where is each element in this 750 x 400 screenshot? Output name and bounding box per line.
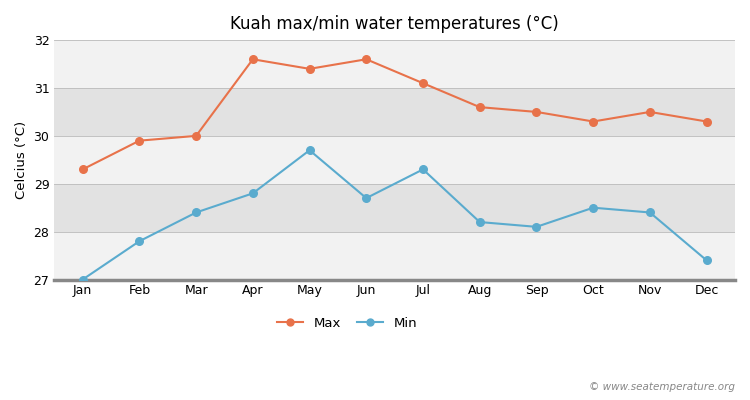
Point — [247, 190, 259, 196]
Point — [417, 80, 429, 86]
Y-axis label: Celcius (°C): Celcius (°C) — [15, 121, 28, 199]
Point — [644, 109, 656, 115]
Point — [360, 195, 372, 201]
Point — [474, 219, 486, 225]
Point — [190, 209, 202, 216]
Point — [587, 204, 599, 211]
Point — [417, 166, 429, 172]
Bar — [54, 40, 735, 88]
Title: Kuah max/min water temperatures (°C): Kuah max/min water temperatures (°C) — [230, 15, 559, 33]
Point — [76, 166, 88, 172]
Point — [587, 118, 599, 125]
Bar — [54, 232, 735, 280]
Point — [530, 224, 542, 230]
Point — [304, 147, 316, 154]
Point — [304, 66, 316, 72]
Point — [700, 118, 712, 125]
Point — [76, 276, 88, 283]
Bar — [54, 88, 735, 136]
Point — [530, 109, 542, 115]
Point — [134, 138, 146, 144]
Point — [134, 238, 146, 244]
Point — [644, 209, 656, 216]
Point — [700, 257, 712, 264]
Point — [360, 56, 372, 62]
Point — [474, 104, 486, 110]
Text: © www.seatemperature.org: © www.seatemperature.org — [589, 382, 735, 392]
Bar — [54, 136, 735, 184]
Bar — [54, 184, 735, 232]
Legend: Max, Min: Max, Min — [272, 312, 423, 335]
Point — [190, 133, 202, 139]
Point — [247, 56, 259, 62]
